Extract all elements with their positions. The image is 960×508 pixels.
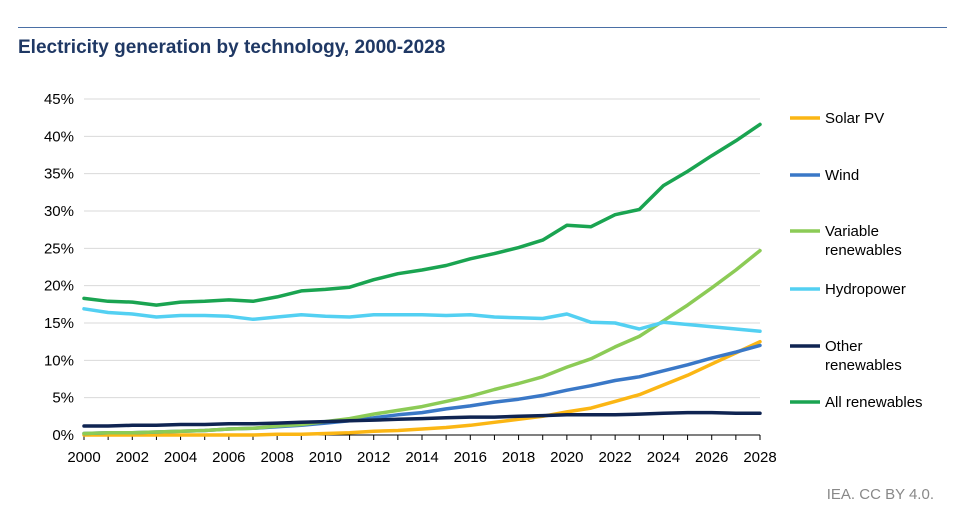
y-tick-label: 10%	[44, 352, 74, 369]
x-tick-label: 2020	[550, 449, 583, 466]
x-tick-label: 2026	[695, 449, 728, 466]
series-line-solar-pv	[82, 339, 762, 437]
x-tick-label: 2010	[309, 449, 342, 466]
series-line-other-renewables	[82, 410, 762, 428]
series-lines	[82, 122, 762, 437]
y-tick-label: 15%	[44, 315, 74, 332]
y-tick-label: 35%	[44, 166, 74, 183]
x-tick-label: 2012	[357, 449, 390, 466]
chart-title: Electricity generation by technology, 20…	[18, 37, 446, 58]
legend-label-variable-renewables: renewables	[825, 242, 902, 259]
y-tick-label: 0%	[52, 427, 74, 444]
y-tick-label: 20%	[44, 278, 74, 295]
series-line-variable-renewables	[82, 248, 762, 436]
x-tick-label: 2008	[260, 449, 293, 466]
x-tick-label: 2002	[116, 449, 149, 466]
x-tick-label: 2000	[67, 449, 100, 466]
y-tick-label: 45%	[44, 91, 74, 108]
y-tick-label: 25%	[44, 240, 74, 257]
x-tick-label: 2014	[405, 449, 438, 466]
series-line-hydropower	[82, 307, 762, 333]
legend-label-other-renewables: renewables	[825, 357, 902, 374]
x-tick-label: 2004	[164, 449, 197, 466]
legend-label-hydropower: Hydropower	[825, 281, 906, 298]
y-tick-label: 5%	[52, 390, 74, 407]
series-line-all-renewables	[82, 122, 762, 307]
x-tick-label: 2018	[502, 449, 535, 466]
legend-label-wind: Wind	[825, 167, 859, 184]
legend: Solar PV Wind Variable renewables Hydropower…	[790, 110, 923, 411]
grid-lines	[84, 98, 760, 399]
x-tick-label: 2024	[647, 449, 680, 466]
x-tick-label: 2028	[743, 449, 776, 466]
legend-label-other-renewables: Other	[825, 338, 863, 355]
legend-label-solar-pv: Solar PV	[825, 110, 884, 127]
x-tick-label: 2016	[454, 449, 487, 466]
y-tick-label: 30%	[44, 203, 74, 220]
x-tick-label: 2006	[212, 449, 245, 466]
legend-label-variable-renewables: Variable	[825, 223, 879, 240]
y-tick-label: 40%	[44, 128, 74, 145]
top-rule	[18, 27, 947, 28]
legend-label-all-renewables: All renewables	[825, 394, 923, 411]
x-tick-label: 2022	[598, 449, 631, 466]
axes: 0% 5% 10% 15% 20% 25% 30% 35% 40% 45% 2000 2002 2004…	[44, 91, 777, 466]
source-credit: IEA. CC BY 4.0.	[826, 486, 934, 503]
